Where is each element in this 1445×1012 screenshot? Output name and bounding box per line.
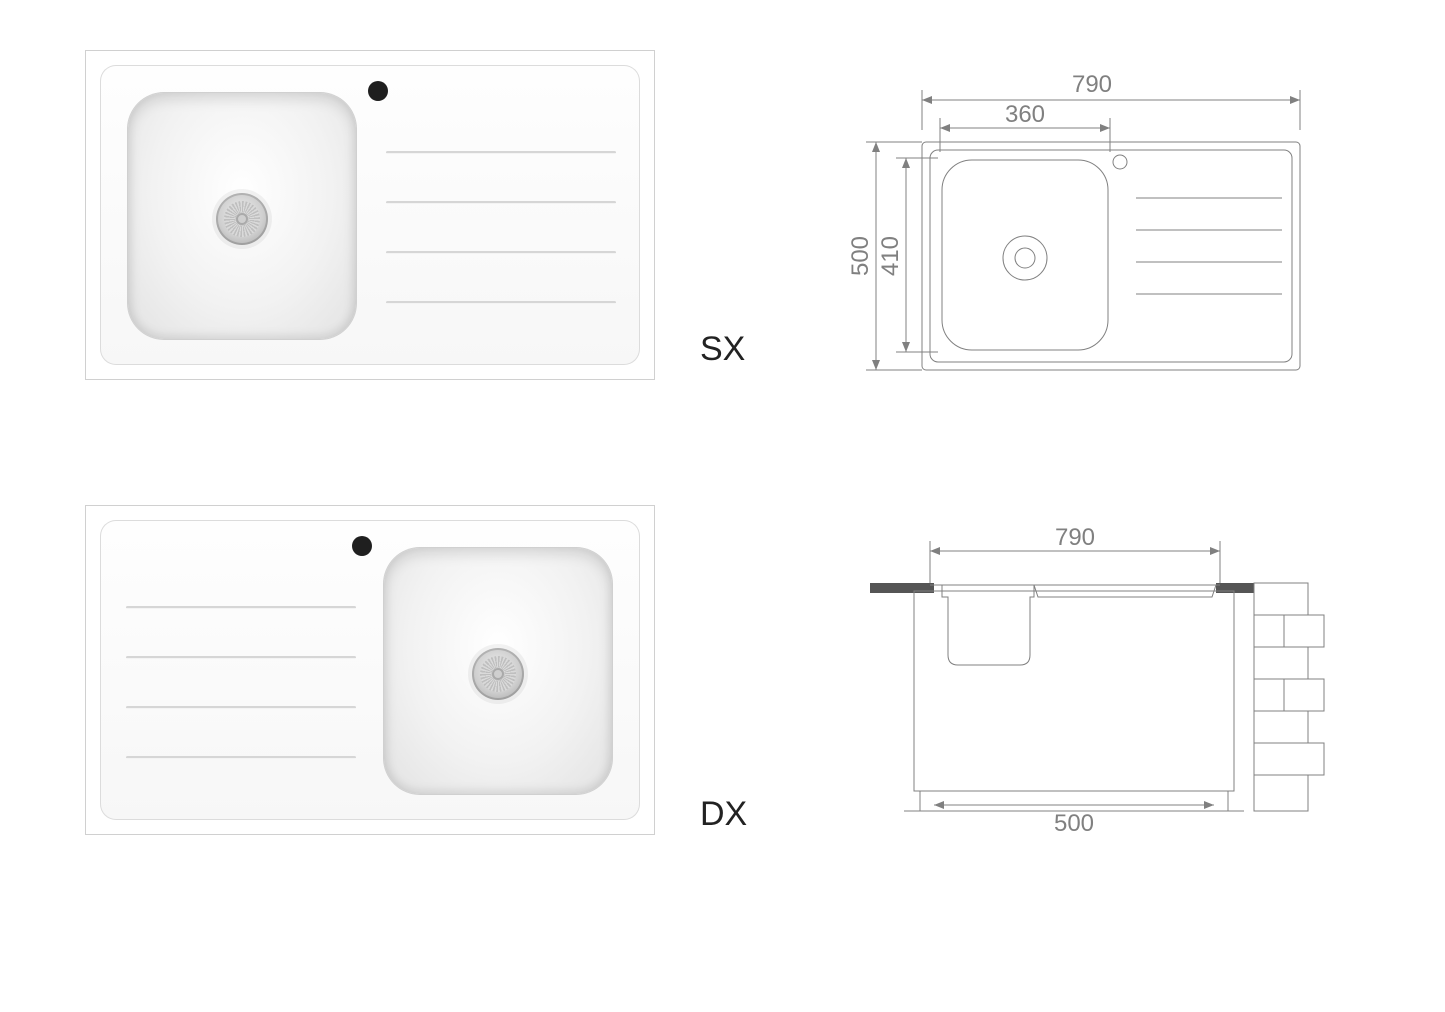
dx-ridge [126, 606, 356, 609]
sx-frame [85, 50, 655, 380]
dx-photo [85, 505, 655, 835]
sx-basin [128, 93, 356, 339]
sx-ridge [386, 151, 616, 154]
wall-tiles-icon [1254, 583, 1324, 811]
tech-section: 790 [820, 505, 1360, 865]
label-sx: SX [700, 330, 745, 369]
dx-tap-hole [352, 536, 372, 556]
sx-ridge [386, 201, 616, 204]
sx-ridge [386, 301, 616, 304]
sx-tap-hole [368, 81, 388, 101]
dx-basin [384, 548, 612, 794]
dim-500-section: 500 [1054, 810, 1094, 837]
page: SX 790 360 500 [0, 0, 1445, 1012]
row-dx: DX 790 [0, 505, 1445, 875]
dim-500: 500 [847, 236, 874, 276]
dim-790: 790 [1072, 71, 1112, 98]
label-dx: DX [700, 795, 747, 834]
dim-410: 410 [877, 236, 904, 276]
dim-790-section: 790 [1055, 524, 1095, 551]
dx-ridge [126, 756, 356, 759]
dx-ridge [126, 656, 356, 659]
tech-top-view: 790 360 500 410 [830, 60, 1350, 400]
sx-drain-icon [216, 193, 268, 245]
sx-ridge [386, 251, 616, 254]
dim-360: 360 [1005, 101, 1045, 128]
dx-ridge [126, 706, 356, 709]
dx-frame [85, 505, 655, 835]
row-sx: SX 790 360 500 [0, 50, 1445, 420]
sx-photo [85, 50, 655, 380]
dx-drain-icon [472, 648, 524, 700]
